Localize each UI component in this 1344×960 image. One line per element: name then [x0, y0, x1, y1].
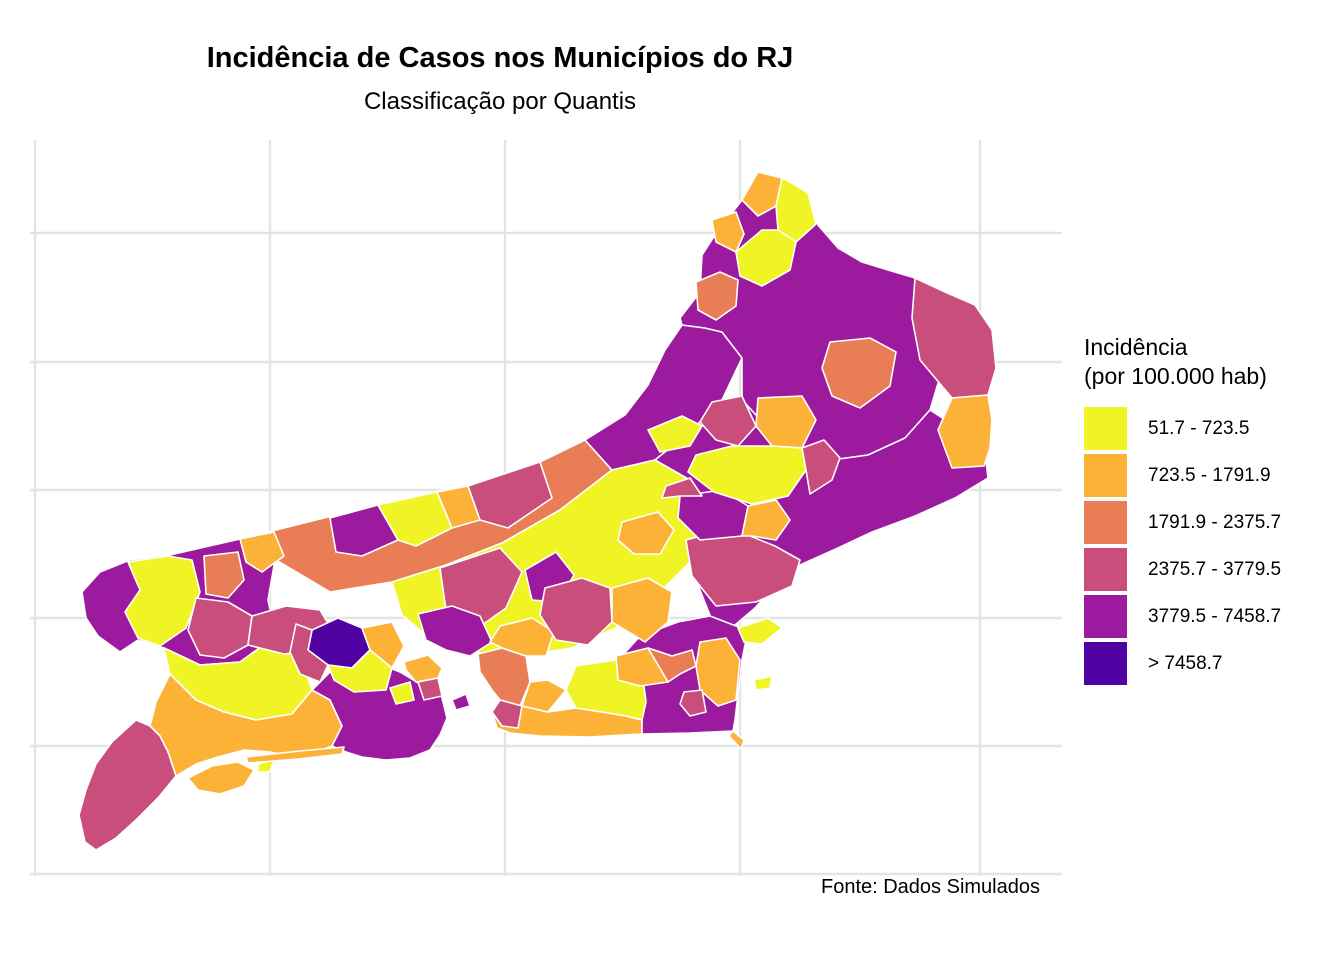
municipality-cell-62	[187, 761, 255, 795]
municipality-cell-58	[687, 445, 807, 505]
municipality-cell-64	[245, 746, 345, 764]
chart-subtitle: Classificação por Quantis	[363, 88, 637, 115]
municipality-cell-19	[377, 491, 453, 547]
municipality-cell-44	[679, 689, 707, 717]
legend-items: 51.7 - 723.5 723.5 - 1791.9 1791.9 - 2375.…	[1084, 407, 1334, 685]
chart-caption: Fonte: Dados Simulados	[820, 876, 1040, 898]
municipality-cell-15	[239, 531, 285, 573]
municipality-cell-66	[753, 675, 773, 691]
municipality-polygons	[78, 171, 997, 851]
legend-label-3: 2375.7 - 3779.5	[1148, 558, 1282, 580]
municipality-cell-26	[327, 649, 393, 693]
municipality-cell-59	[801, 439, 841, 495]
legend-swatch-5	[1084, 642, 1127, 685]
legend-item-0: 51.7 - 723.5	[1084, 407, 1334, 450]
municipality-cell-60	[539, 577, 613, 646]
legend-item-5: > 7458.7	[1084, 642, 1334, 685]
municipality-cell-33	[489, 617, 555, 657]
legend-label-1: 723.5 - 1791.9	[1148, 464, 1271, 486]
municipality-cell-34	[491, 699, 523, 729]
legend-swatch-0	[1084, 407, 1127, 450]
legend-item-3: 2375.7 - 3779.5	[1084, 548, 1334, 591]
municipality-cell-61	[611, 577, 673, 643]
municipality-cell-28	[417, 605, 493, 657]
municipality-cell-36	[521, 679, 567, 713]
legend-swatch-2	[1084, 501, 1127, 544]
municipality-cell-52	[821, 337, 897, 409]
legend: Incidência (por 100.000 hab) 51.7 - 723.…	[1084, 333, 1334, 689]
legend-title-line2: (por 100.000 hab)	[1084, 363, 1267, 389]
legend-swatch-4	[1084, 595, 1127, 638]
legend-swatch-3	[1084, 548, 1127, 591]
municipality-cell-12	[728, 730, 745, 750]
municipality-cell-13	[124, 555, 201, 647]
municipality-cell-53	[911, 277, 997, 399]
municipality-cell-21	[467, 461, 553, 529]
legend-swatch-1	[1084, 454, 1127, 497]
chart-title: Incidência de Casos nos Municípios do RJ	[206, 42, 794, 74]
municipality-cell-42	[695, 637, 741, 707]
legend-item-1: 723.5 - 1791.9	[1084, 454, 1334, 497]
legend-label-4: 3779.5 - 7458.7	[1148, 605, 1282, 627]
municipality-cell-30	[389, 681, 415, 705]
legend-label-2: 1791.9 - 2375.7	[1148, 511, 1282, 533]
municipality-cell-51	[695, 271, 739, 321]
legend-label-0: 51.7 - 723.5	[1148, 417, 1250, 439]
municipality-cell-39	[741, 499, 791, 541]
legend-item-2: 1791.9 - 2375.7	[1084, 501, 1334, 544]
municipality-cell-54	[937, 394, 993, 469]
legend-item-4: 3779.5 - 7458.7	[1084, 595, 1334, 638]
municipality-cell-50	[711, 211, 745, 253]
municipality-cell-43	[737, 617, 783, 645]
legend-label-5: > 7458.7	[1148, 652, 1223, 674]
municipality-cell-25	[361, 621, 405, 669]
municipality-cell-31	[417, 677, 443, 701]
municipality-cell-49	[735, 229, 797, 287]
municipality-cell-40	[661, 477, 703, 499]
municipality-cell-32	[477, 647, 531, 707]
municipality-cell-18	[329, 504, 399, 557]
municipality-cell-45	[647, 647, 697, 683]
legend-title-line1: Incidência	[1084, 334, 1188, 360]
municipality-cell-16	[187, 597, 253, 659]
municipality-cell-27	[289, 623, 329, 683]
legend-title: Incidência (por 100.000 hab)	[1084, 333, 1334, 391]
municipality-cell-46	[617, 511, 675, 555]
municipality-cell-8	[78, 719, 177, 851]
municipality-cell-55	[647, 415, 703, 453]
municipality-cell-65	[451, 693, 471, 711]
municipality-cell-14	[203, 551, 245, 599]
